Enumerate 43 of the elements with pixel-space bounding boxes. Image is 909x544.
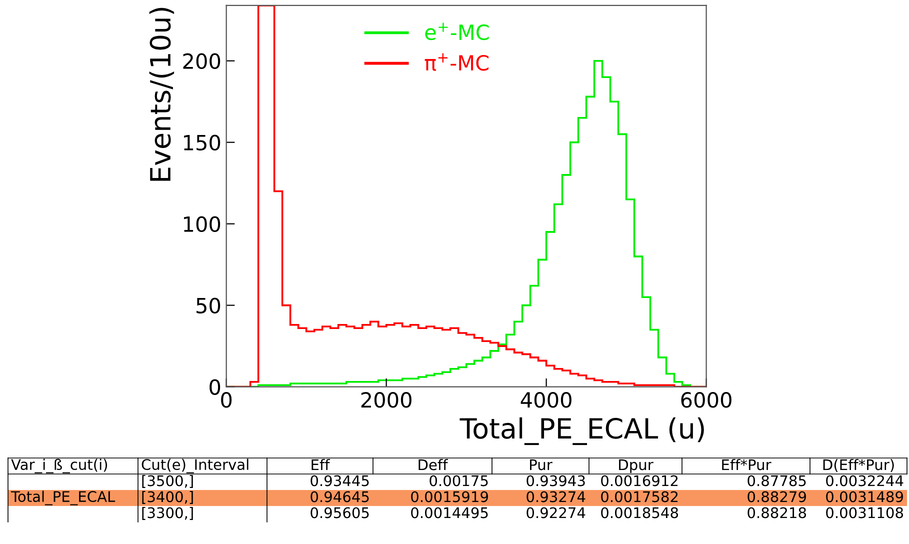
text: 0.87785	[748, 475, 806, 486]
text: 0.93445	[310, 475, 369, 486]
text: 0.0014495	[411, 507, 488, 518]
x-tick-label: 0	[221, 392, 232, 408]
text: Dpur	[619, 459, 654, 474]
x-tick-label: 2000	[361, 392, 412, 408]
text: Var_i_ß_cut(i)	[11, 458, 108, 474]
text: [3300,]	[142, 506, 193, 520]
text: Total_PE_ECAL	[10, 490, 116, 506]
y-tick-label: 0	[210, 379, 220, 395]
text: 0.88279	[748, 491, 806, 502]
text: 0.00175	[430, 475, 488, 486]
text: Cut(e)_Interval	[142, 458, 248, 474]
text: 0.88218	[748, 507, 806, 518]
text: Pur	[530, 459, 552, 470]
x-tick-label: 4000	[520, 392, 572, 408]
y-tick-label: 50	[196, 298, 220, 314]
text: 0.93274	[526, 491, 586, 502]
text: Eff*Pur	[722, 458, 772, 470]
y-axis-title: Events/(10u)	[149, 8, 174, 181]
text: Eff	[312, 458, 330, 470]
x-axis-title: Total_PE_ECAL (u)	[460, 417, 704, 446]
text: 0.0015919	[411, 491, 488, 502]
text: 0.0018548	[601, 507, 678, 518]
x-tick-label: 6000	[681, 392, 732, 408]
text: 0.94645	[310, 491, 369, 502]
text: 0.93943	[526, 475, 585, 486]
legend-label: π$^{+}$-MC	[424, 53, 489, 71]
text: [3400,]	[142, 490, 193, 504]
legend-label: e$^{+}$-MC	[425, 22, 489, 40]
text: 0.0031489	[826, 491, 903, 502]
text: 0.95605	[310, 507, 369, 518]
text: 0.0031108	[826, 507, 903, 518]
text: 0.0032244	[826, 475, 904, 486]
text: D(Eff*Pur)	[823, 458, 894, 472]
y-tick-label: 200	[183, 53, 220, 70]
text: [3500,]	[142, 474, 193, 488]
text: 0.0016912	[601, 475, 678, 486]
text: 0.92274	[526, 507, 586, 518]
y-tick-label: 150	[184, 134, 220, 151]
text: Deff	[418, 458, 448, 470]
text: 0.0017582	[601, 491, 678, 502]
y-tick-label: 100	[184, 216, 220, 232]
